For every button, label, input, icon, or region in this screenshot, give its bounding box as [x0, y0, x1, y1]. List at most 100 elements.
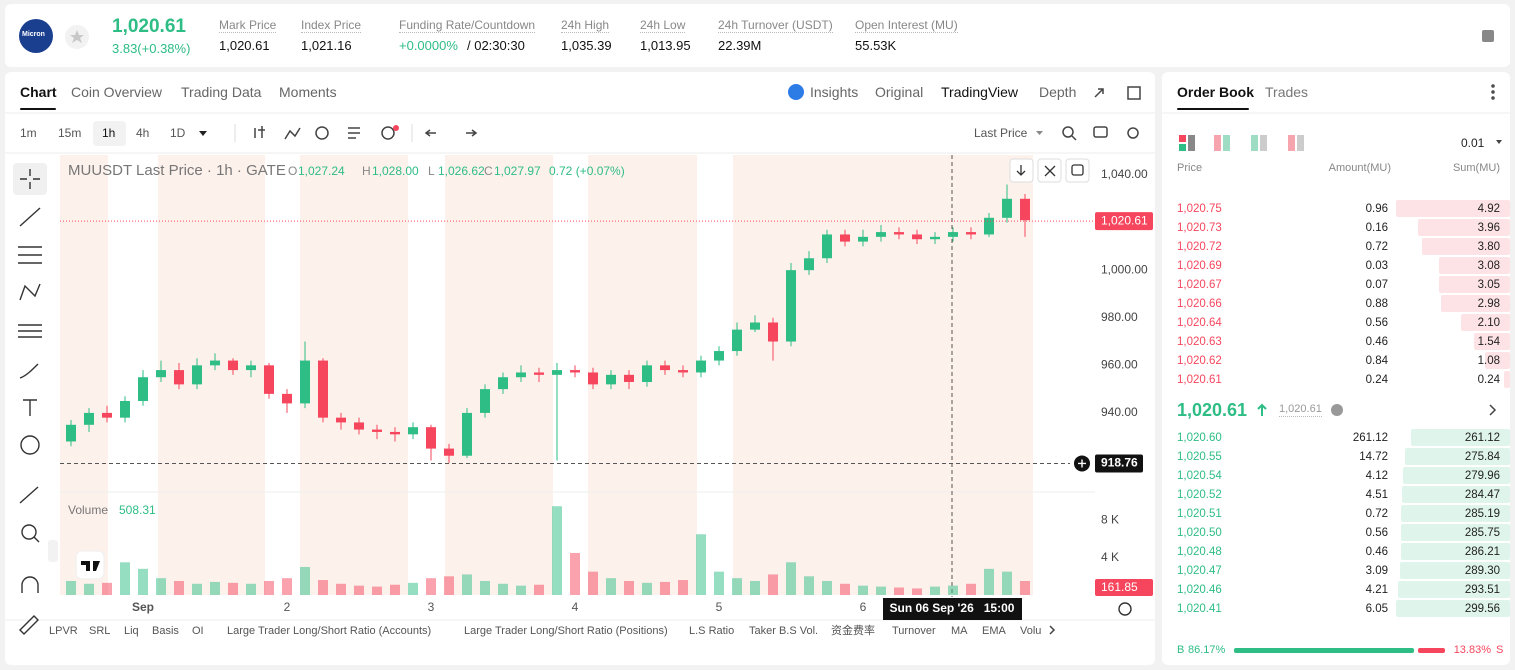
mark-price: 1,020.61 — [1279, 403, 1322, 418]
indicator[interactable]: Volu — [1020, 625, 1042, 637]
book-sum: 279.96 — [1464, 470, 1500, 482]
dropdown-icon[interactable] — [1496, 140, 1502, 144]
candle-body — [642, 365, 652, 382]
volume-bar — [516, 585, 526, 595]
indicator[interactable]: Turnover — [892, 625, 936, 637]
dropdown-icon[interactable] — [199, 131, 207, 136]
collapse[interactable] — [48, 540, 58, 562]
book-price[interactable]: 1,020.75 — [1177, 203, 1222, 215]
tv-logo-mark — [81, 561, 100, 571]
candle-body — [570, 370, 580, 373]
indicator[interactable]: Liq — [124, 625, 139, 637]
legend-value: 1,026.62 — [438, 164, 485, 178]
candle-body — [408, 427, 418, 435]
book-price[interactable]: 1,020.67 — [1177, 279, 1222, 291]
badge — [393, 125, 399, 131]
book-price[interactable]: 1,020.47 — [1177, 565, 1222, 577]
drawing-tools[interactable] — [13, 163, 1132, 635]
volume-bar — [912, 588, 922, 595]
interval[interactable]: 15m — [58, 126, 82, 140]
indicator[interactable]: 资金费率 — [831, 625, 875, 637]
dropdown-icon[interactable] — [1036, 131, 1043, 135]
candle-body — [390, 431, 400, 435]
book-price[interactable]: 1,020.64 — [1177, 317, 1222, 329]
interval[interactable]: 1D — [170, 126, 186, 140]
indicator[interactable]: OI — [192, 625, 204, 637]
book-tab[interactable]: Trades — [1265, 84, 1309, 100]
book-amount: 0.96 — [1365, 203, 1388, 215]
chart-tab[interactable]: Chart — [20, 84, 57, 100]
depth-bar — [1484, 352, 1510, 369]
volume-bar — [66, 580, 76, 595]
volume-title: Volume — [68, 503, 109, 517]
depth-bar — [1418, 219, 1510, 236]
book-price[interactable]: 1,020.62 — [1177, 355, 1222, 367]
book-price[interactable]: 1,020.60 — [1177, 432, 1222, 444]
book-amount: 3.09 — [1365, 565, 1388, 577]
interval[interactable]: 4h — [136, 126, 150, 140]
candle-body — [300, 360, 310, 404]
view-tab[interactable]: Insights — [810, 84, 859, 100]
indicator[interactable]: Taker B.S Vol. — [749, 625, 819, 637]
price-source[interactable]: Last Price — [974, 126, 1028, 140]
indicator[interactable]: SRL — [89, 625, 111, 637]
book-price[interactable]: 1,020.66 — [1177, 298, 1222, 310]
depth-bar — [1401, 543, 1510, 560]
volume-bar — [336, 583, 346, 595]
volume-tick-label: 4 K — [1101, 550, 1119, 564]
indicator[interactable]: EMA — [982, 625, 1006, 637]
toolbar-icons[interactable] — [254, 84, 1497, 635]
crosshair-date-tag — [883, 598, 1022, 620]
book-amount: 261.12 — [1352, 432, 1388, 444]
interval[interactable]: 1h — [102, 126, 116, 140]
indicator[interactable]: L.S Ratio — [689, 625, 735, 637]
book-price[interactable]: 1,020.73 — [1177, 222, 1222, 234]
volume-bar — [1020, 580, 1030, 595]
view-tab[interactable]: TradingView — [941, 84, 1019, 100]
book-price[interactable]: 1,020.63 — [1177, 336, 1222, 348]
depth-bar — [1438, 257, 1510, 274]
interval[interactable]: 1m — [20, 126, 37, 140]
book-layout-icons[interactable] — [1179, 135, 1304, 151]
book-price[interactable]: 1,020.46 — [1177, 584, 1222, 596]
book-price[interactable]: 1,020.52 — [1177, 489, 1222, 501]
book-amount: 0.84 — [1365, 355, 1388, 367]
book-price[interactable]: 1,020.41 — [1177, 603, 1222, 615]
view-tab[interactable]: Original — [875, 84, 924, 100]
volume-bar — [300, 566, 310, 595]
book-price[interactable]: 1,020.55 — [1177, 451, 1222, 463]
book-amount: 0.07 — [1365, 279, 1388, 291]
indicator[interactable]: MA — [951, 625, 968, 637]
chart-tab[interactable]: Moments — [279, 84, 337, 100]
volume-bar — [642, 582, 652, 595]
book-price[interactable]: 1,020.48 — [1177, 546, 1222, 558]
stat-value: 1,035.39 — [561, 38, 612, 53]
layout-icon[interactable] — [1482, 30, 1494, 42]
volume-bar — [660, 581, 670, 595]
chart-tab[interactable]: Coin Overview — [71, 84, 163, 100]
book-sum: 3.96 — [1477, 222, 1500, 234]
book-price[interactable]: 1,020.69 — [1177, 260, 1222, 272]
indicator[interactable]: Basis — [152, 625, 179, 637]
indicator[interactable]: Large Trader Long/Short Ratio (Accounts) — [227, 625, 432, 637]
chart-tab[interactable]: Trading Data — [181, 84, 262, 100]
candle-body — [822, 234, 832, 259]
book-price[interactable]: 1,020.61 — [1177, 374, 1222, 386]
chart-buttons[interactable] — [1009, 158, 1090, 183]
book-price[interactable]: 1,020.50 — [1177, 527, 1222, 539]
view-tab[interactable]: Depth — [1039, 84, 1077, 100]
candle-body — [1020, 198, 1030, 221]
book-price[interactable]: 1,020.72 — [1177, 241, 1222, 253]
book-tab[interactable]: Order Book — [1177, 84, 1255, 100]
chart-button-icons — [1016, 164, 1084, 177]
book-price[interactable]: 1,020.51 — [1177, 508, 1222, 520]
volume-bar — [588, 571, 598, 595]
tick-size[interactable]: 0.01 — [1461, 136, 1485, 150]
volume-bar — [966, 583, 976, 595]
book-price[interactable]: 1,020.54 — [1177, 470, 1222, 482]
indicator[interactable]: Large Trader Long/Short Ratio (Positions… — [464, 625, 668, 637]
indicator[interactable]: LPVR — [49, 625, 78, 637]
up-arrow — [1257, 403, 1267, 416]
candle-body — [552, 370, 562, 375]
volume-bar — [714, 571, 724, 595]
